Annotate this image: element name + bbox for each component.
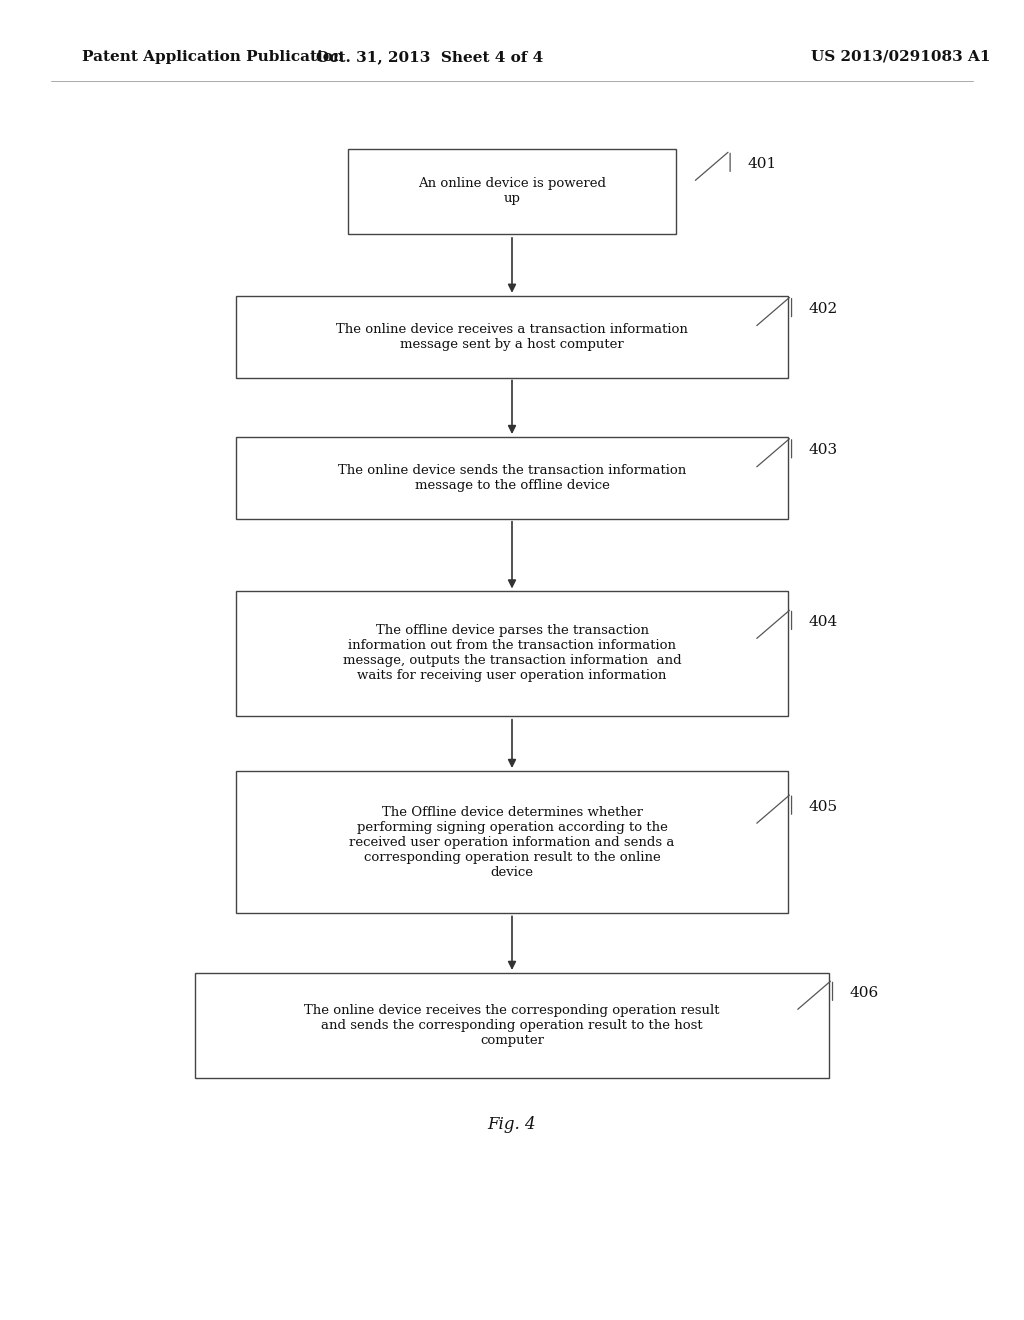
Text: The offline device parses the transaction
information out from the transaction i: The offline device parses the transactio… xyxy=(343,624,681,682)
Text: 403: 403 xyxy=(809,444,838,457)
Text: US 2013/0291083 A1: US 2013/0291083 A1 xyxy=(811,50,991,63)
FancyBboxPatch shape xyxy=(236,591,788,715)
Text: The online device receives the corresponding operation result
and sends the corr: The online device receives the correspon… xyxy=(304,1005,720,1047)
FancyBboxPatch shape xyxy=(348,149,676,235)
FancyBboxPatch shape xyxy=(236,771,788,913)
Text: Oct. 31, 2013  Sheet 4 of 4: Oct. 31, 2013 Sheet 4 of 4 xyxy=(316,50,544,63)
Text: The online device sends the transaction information
message to the offline devic: The online device sends the transaction … xyxy=(338,463,686,492)
FancyBboxPatch shape xyxy=(236,296,788,378)
Text: 401: 401 xyxy=(748,157,777,170)
Text: The online device receives a transaction information
message sent by a host comp: The online device receives a transaction… xyxy=(336,322,688,351)
Text: Fig. 4: Fig. 4 xyxy=(487,1117,537,1133)
FancyBboxPatch shape xyxy=(236,437,788,519)
Text: 402: 402 xyxy=(809,302,839,315)
FancyBboxPatch shape xyxy=(195,973,829,1078)
Text: 405: 405 xyxy=(809,800,838,813)
Text: 406: 406 xyxy=(850,986,880,999)
Text: Patent Application Publication: Patent Application Publication xyxy=(82,50,344,63)
Text: An online device is powered
up: An online device is powered up xyxy=(418,177,606,206)
Text: 404: 404 xyxy=(809,615,839,628)
Text: The Offline device determines whether
performing signing operation according to : The Offline device determines whether pe… xyxy=(349,805,675,879)
